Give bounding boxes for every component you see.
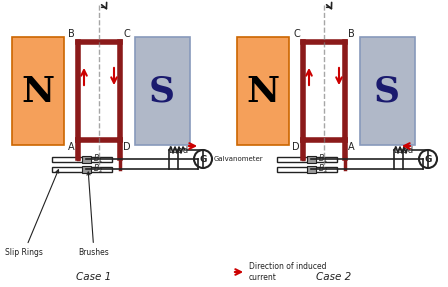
Bar bbox=[52, 167, 112, 172]
Text: B: B bbox=[348, 29, 355, 39]
Text: S: S bbox=[374, 75, 400, 109]
Text: $B_1$: $B_1$ bbox=[93, 153, 103, 165]
Text: Case 2: Case 2 bbox=[316, 272, 352, 282]
Text: D: D bbox=[123, 142, 131, 152]
Bar bbox=[277, 167, 337, 172]
Text: N: N bbox=[246, 75, 280, 109]
Text: Brushes: Brushes bbox=[79, 172, 109, 257]
Bar bbox=[360, 37, 415, 145]
Text: C: C bbox=[123, 29, 130, 39]
Text: Load: Load bbox=[393, 146, 413, 155]
Text: $B_1$: $B_1$ bbox=[318, 153, 328, 165]
Text: D: D bbox=[293, 142, 300, 152]
Text: A: A bbox=[69, 142, 75, 152]
Text: $B_2$: $B_2$ bbox=[93, 163, 103, 175]
Circle shape bbox=[194, 150, 212, 168]
Text: G: G bbox=[199, 154, 207, 164]
Bar bbox=[237, 37, 289, 145]
Bar bbox=[307, 156, 316, 163]
Text: N: N bbox=[22, 75, 55, 109]
Bar bbox=[277, 157, 337, 162]
Text: G: G bbox=[424, 154, 432, 164]
Text: Direction of induced
current: Direction of induced current bbox=[249, 262, 327, 282]
Text: A: A bbox=[348, 142, 355, 152]
Bar bbox=[82, 166, 91, 173]
Text: C: C bbox=[293, 29, 300, 39]
Bar bbox=[12, 37, 64, 145]
Text: B: B bbox=[68, 29, 75, 39]
Text: Load: Load bbox=[168, 146, 188, 155]
Bar bbox=[52, 157, 112, 162]
Bar bbox=[307, 166, 316, 173]
Text: Slip Rings: Slip Rings bbox=[5, 170, 59, 257]
Text: Case 1: Case 1 bbox=[76, 272, 112, 282]
Text: $B_2$: $B_2$ bbox=[318, 163, 328, 175]
Bar bbox=[135, 37, 190, 145]
Circle shape bbox=[419, 150, 437, 168]
Text: Galvanometer: Galvanometer bbox=[214, 156, 263, 162]
Bar bbox=[82, 156, 91, 163]
Text: S: S bbox=[149, 75, 175, 109]
